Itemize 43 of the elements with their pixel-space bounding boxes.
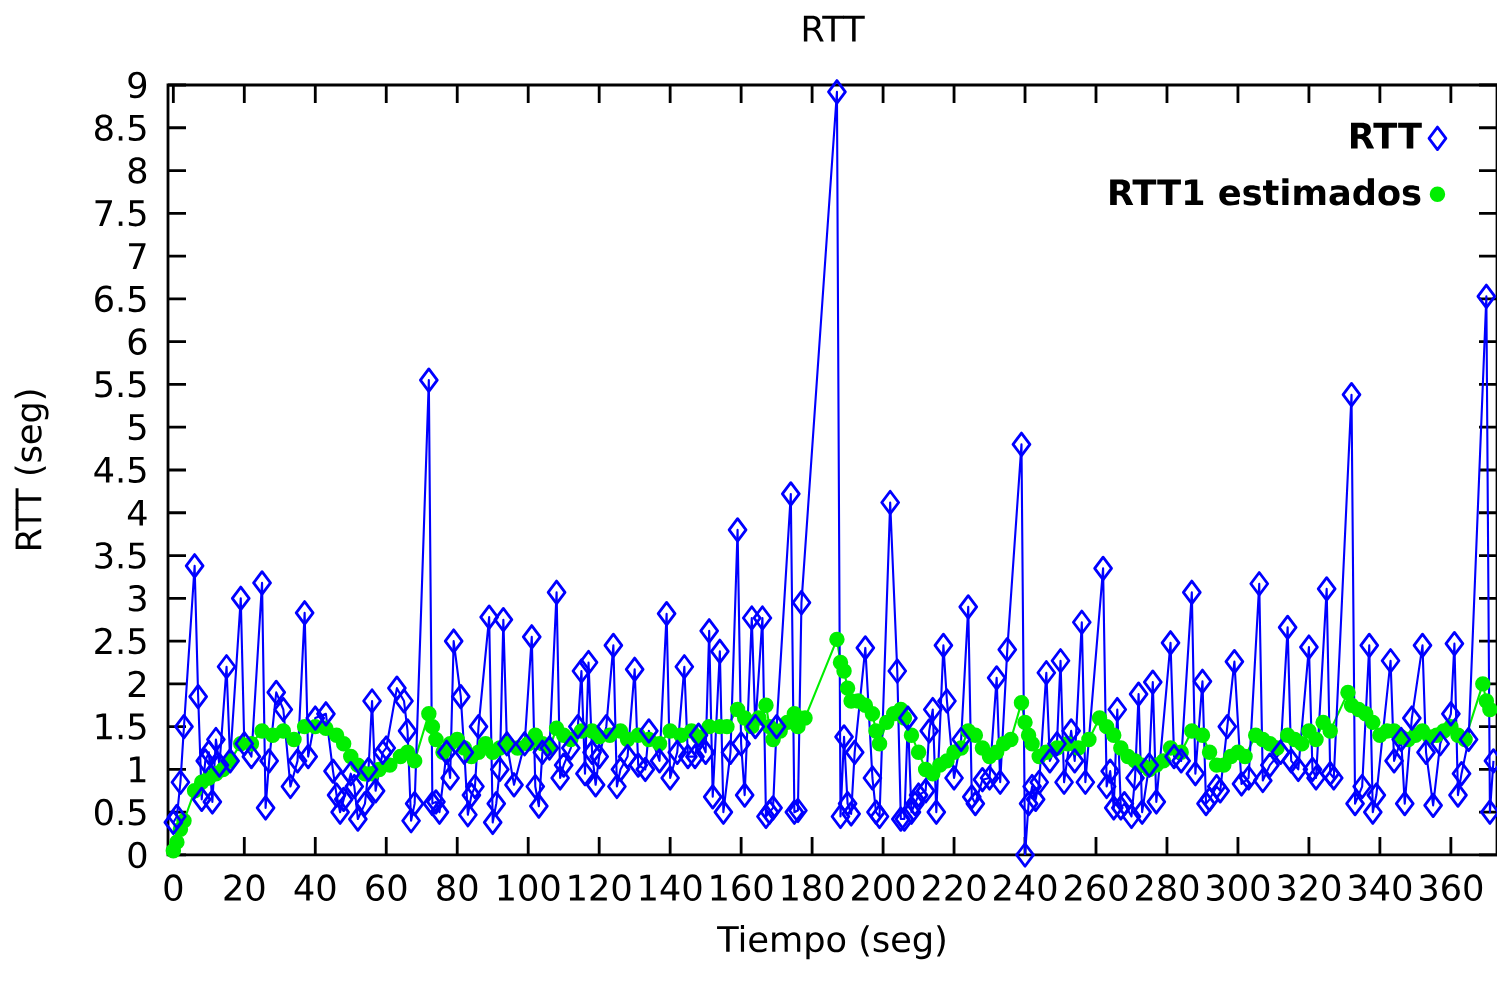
x-tick-label: 280: [1136, 874, 1199, 902]
y-tick-label: 0.5: [94, 798, 146, 826]
legend-label: RTT: [1351, 122, 1422, 149]
x-axis-title: Tiempo (seg): [717, 925, 945, 960]
y-tick-label: 8: [128, 157, 147, 184]
x-tick-label: 120: [569, 874, 631, 902]
x-tick-label: 100: [498, 874, 560, 902]
x-tick-label: 200: [852, 874, 915, 902]
x-tick-label: 320: [1278, 874, 1341, 902]
x-tick-label: 140: [640, 874, 702, 902]
y-axis-title: RTT (seg): [14, 390, 49, 550]
x-tick-label: 300: [1207, 874, 1270, 902]
x-tick-label: 60: [366, 874, 407, 902]
y-tick-label: 7.5: [95, 200, 146, 227]
y-tick-label: 5: [128, 414, 146, 441]
y-tick-label: 9: [128, 71, 147, 99]
x-tick-label: 220: [923, 874, 986, 902]
x-tick-label: 80: [437, 874, 478, 902]
y-tick-label: 0: [128, 841, 147, 869]
y-tick-label: 4: [127, 499, 147, 526]
legend-label: RTT1 estimados: [1110, 178, 1421, 206]
y-tick-label: 3.5: [95, 542, 146, 569]
x-tick-label: 240: [994, 874, 1057, 902]
y-tick-label: 2: [128, 670, 146, 697]
y-tick-label: 6: [128, 328, 147, 355]
x-tick-label: 160: [711, 874, 773, 902]
x-tick-label: 180: [782, 874, 844, 902]
y-tick-label: 6.5: [95, 285, 146, 313]
y-tick-label: 7: [129, 243, 146, 269]
x-tick-label: 360: [1420, 874, 1483, 902]
y-tick-label: 4.5: [94, 456, 146, 484]
y-tick-label: 8.5: [95, 114, 146, 142]
x-tick-label: 40: [294, 874, 336, 902]
y-tick-label: 3: [128, 584, 146, 612]
y-tick-label: 1: [130, 756, 146, 783]
y-tick-label: 2.5: [95, 627, 146, 655]
y-tick-label: 5.5: [95, 371, 146, 398]
x-tick-label: 260: [1065, 874, 1128, 902]
x-tick-label: 0: [164, 874, 183, 902]
y-tick-label: 1.5: [96, 713, 146, 740]
x-tick-label: 20: [224, 874, 265, 902]
chart-title: RTT: [803, 15, 865, 42]
x-tick-label: 340: [1349, 874, 1412, 902]
